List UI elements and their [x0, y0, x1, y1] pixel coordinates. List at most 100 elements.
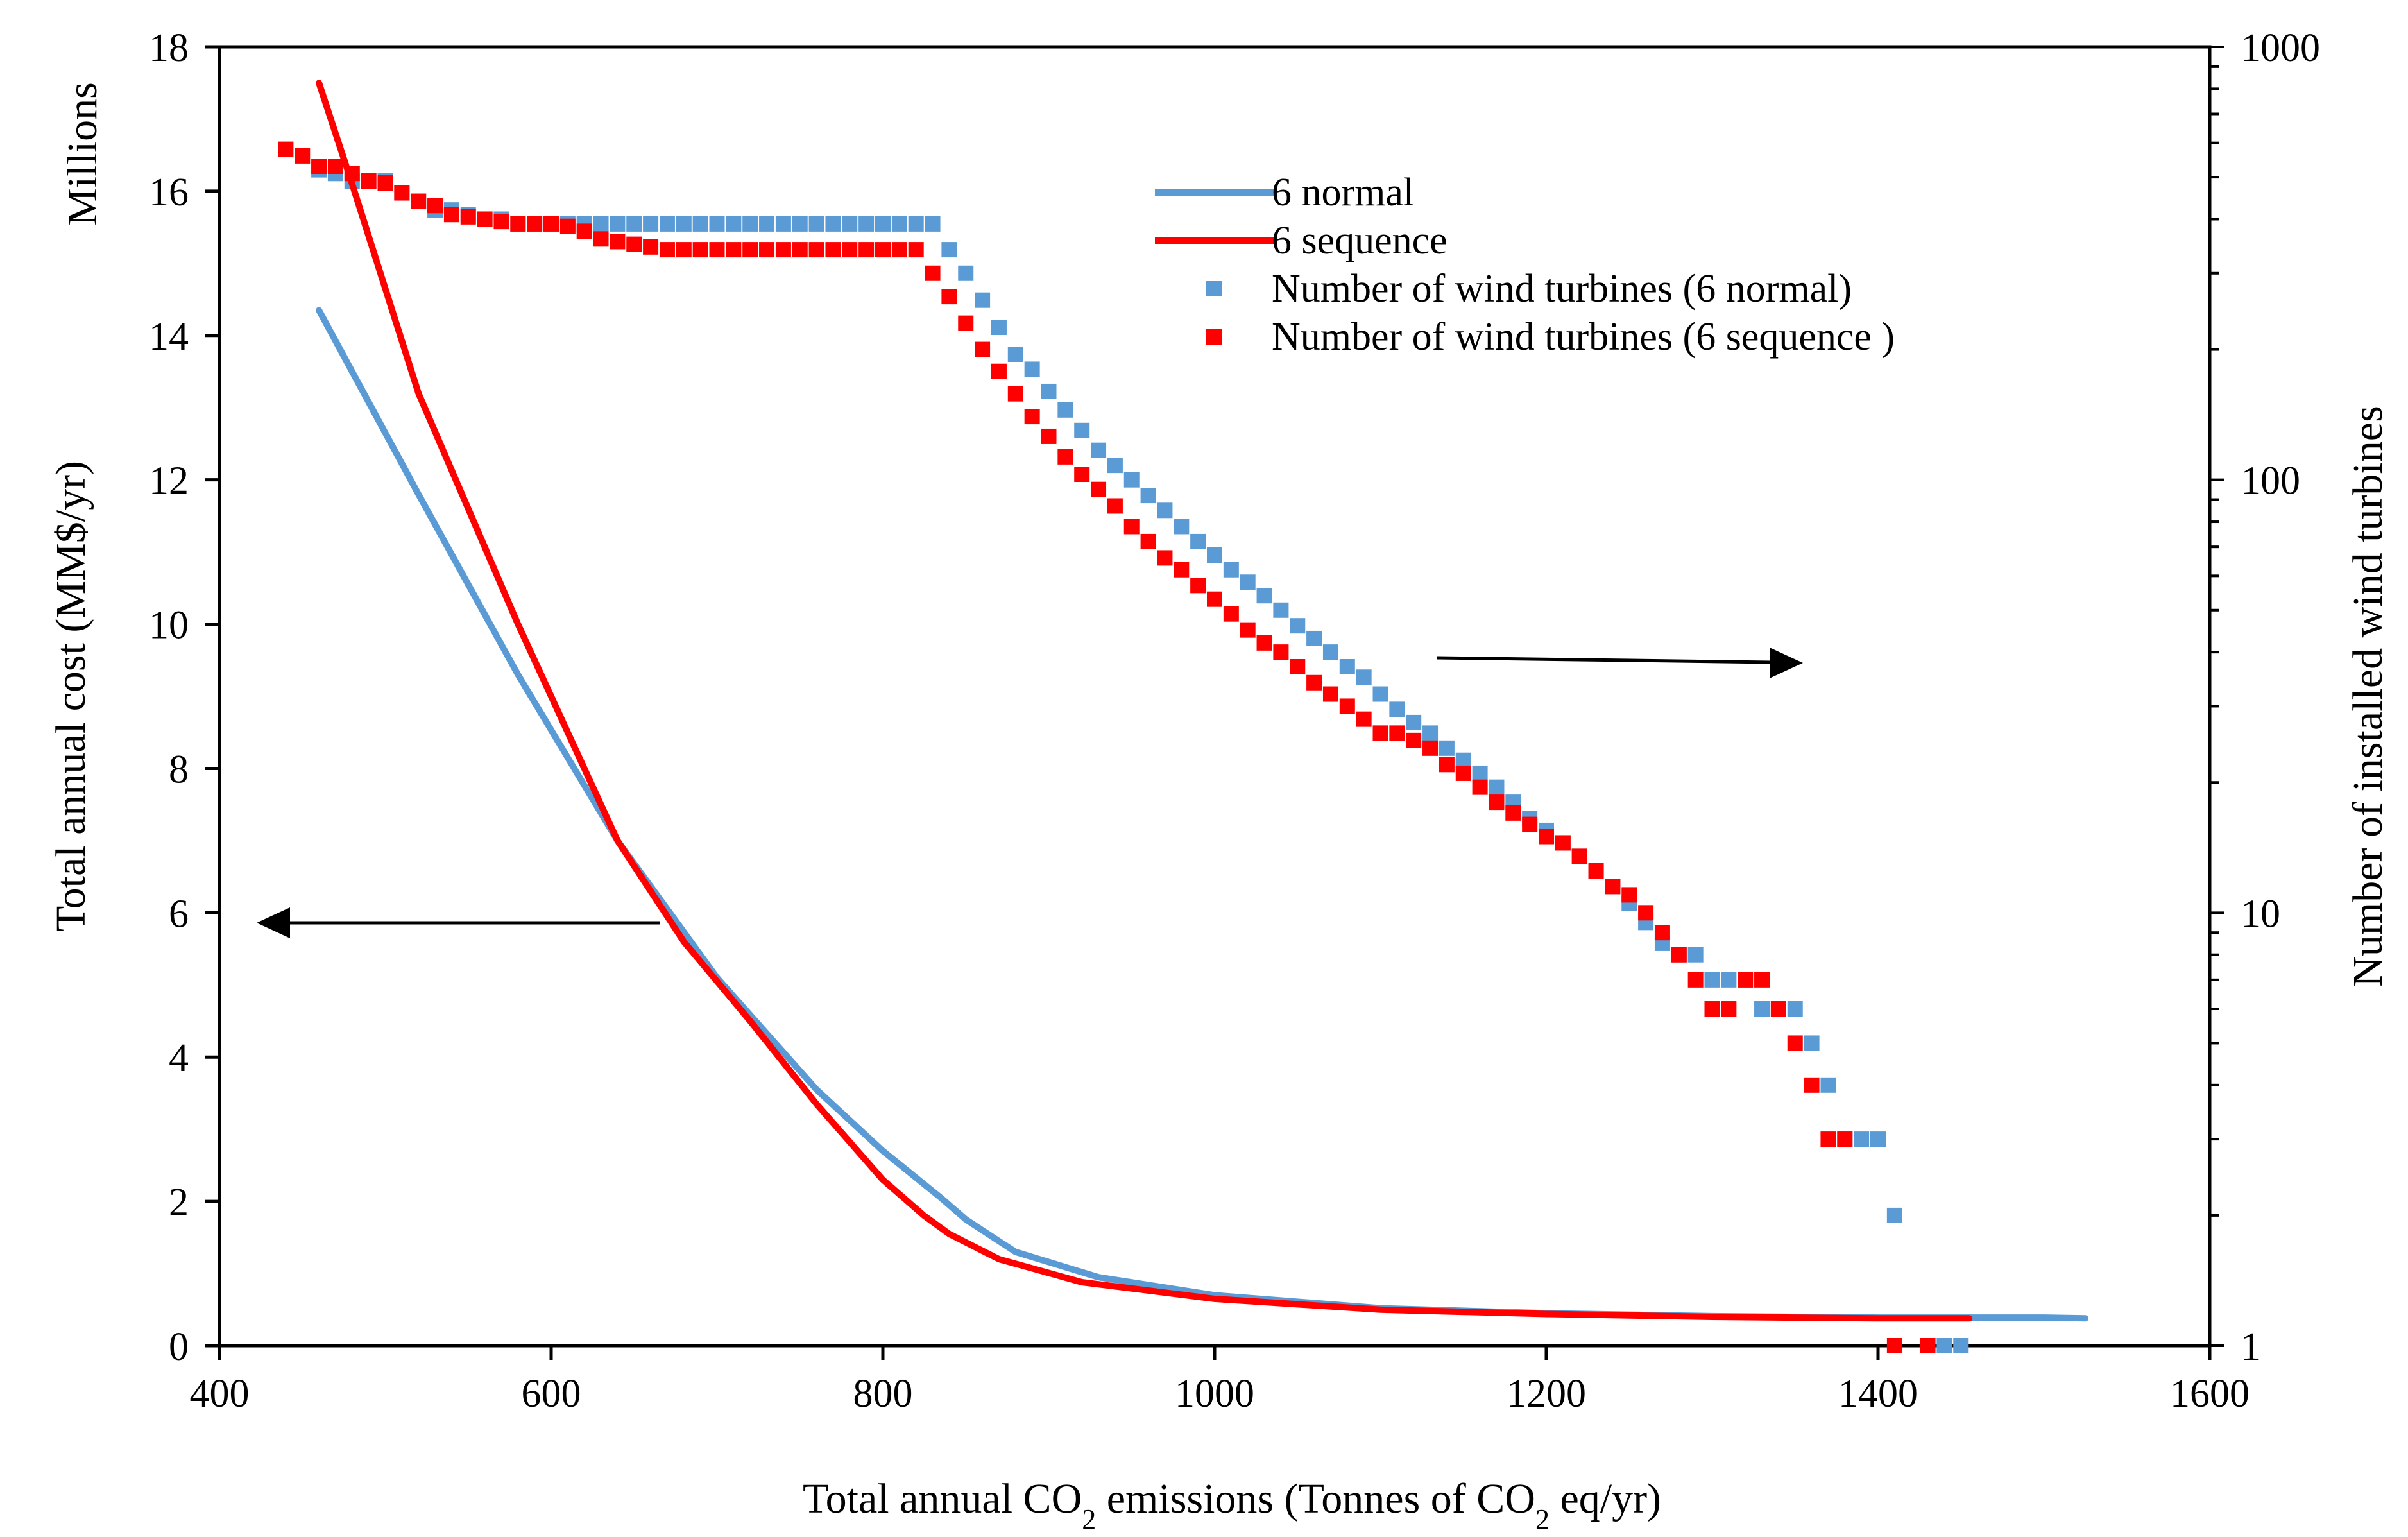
x-tick-label: 600	[522, 1372, 581, 1416]
scatter-point	[908, 216, 924, 232]
scatter-point	[643, 239, 659, 255]
scatter-point	[1256, 588, 1272, 604]
scatter-point	[1256, 635, 1272, 651]
scatter-point	[1174, 562, 1190, 578]
scatter-point	[825, 242, 841, 258]
scatter-point	[1322, 644, 1338, 660]
scatter-point	[991, 363, 1007, 379]
right-y-tick-label: 1000	[2241, 26, 2320, 70]
scatter-point	[759, 242, 775, 258]
scatter-point	[1820, 1131, 1836, 1147]
scatter-point	[1273, 602, 1289, 618]
scatter-point	[1123, 472, 1140, 488]
left-y-axis-title: Total annual cost (MM$/yr)	[47, 461, 94, 932]
left-y-tick-label: 18	[149, 26, 189, 70]
right-y-tick-label: 100	[2241, 459, 2300, 503]
scatter-point	[1123, 519, 1140, 535]
x-tick-label: 1400	[1838, 1372, 1918, 1416]
scatter-point	[1936, 1338, 1952, 1353]
scatter-point	[1024, 409, 1040, 425]
scatter-point	[709, 216, 725, 232]
scatter-point	[626, 236, 642, 252]
scatter-point	[1157, 502, 1173, 519]
scatter-point	[1920, 1338, 1936, 1353]
scatter-point	[991, 320, 1007, 336]
scatter-point	[1157, 550, 1173, 566]
scatter-point	[842, 242, 858, 258]
scatter-point	[1588, 863, 1604, 879]
scatter-point	[775, 242, 791, 258]
scatter-point	[510, 216, 526, 232]
x-axis: 400 600 800 1000 1200 1400 1600	[190, 1346, 2250, 1416]
scatter-point	[775, 216, 791, 232]
scatter-point	[726, 242, 742, 258]
scatter-point	[1787, 1035, 1803, 1051]
scatter-point	[792, 216, 808, 232]
scatter-point	[1953, 1338, 1969, 1353]
scatter-point	[411, 193, 427, 209]
scatter-point	[1472, 765, 1488, 781]
scatter-point	[1654, 925, 1670, 941]
left-y-tick-label: 6	[169, 892, 189, 936]
scatter-point	[1886, 1207, 1902, 1223]
scatter-point	[593, 231, 609, 247]
scatter-point	[1041, 428, 1057, 444]
scatter-point	[427, 198, 443, 214]
scatter-point	[1372, 725, 1388, 741]
scatter-point	[1273, 644, 1289, 660]
scatter-point	[1820, 1077, 1836, 1093]
scatter-point	[975, 341, 991, 357]
series-layer	[278, 80, 2089, 1353]
scatter-point	[1190, 578, 1206, 594]
scatter-point	[1555, 835, 1571, 851]
scatter-point	[1738, 972, 1754, 988]
scatter-point	[1240, 622, 1256, 638]
scatter-point	[610, 216, 626, 232]
scatter-point	[1422, 725, 1439, 741]
scatter-point	[842, 216, 858, 232]
scatter-point	[1472, 779, 1488, 795]
scatter-point	[559, 218, 576, 234]
scatter-point	[1074, 467, 1090, 483]
scatter-point	[1489, 779, 1505, 795]
scatter-point	[1539, 829, 1554, 845]
scatter-point	[1687, 947, 1704, 963]
legend-label: 6 sequence	[1272, 219, 1447, 262]
scatter-point	[1854, 1131, 1870, 1147]
legend-label: Number of wind turbines (6 normal)	[1272, 267, 1852, 311]
scatter-point	[1439, 740, 1455, 756]
scatter-point	[1721, 972, 1737, 988]
scatter-point	[808, 216, 824, 232]
scatter-point	[759, 216, 775, 232]
scatter-point	[726, 216, 742, 232]
scatter-point	[1754, 1001, 1770, 1017]
line-series-normal	[316, 307, 2089, 1322]
left-y-tick-label: 10	[149, 604, 189, 648]
left-y-tick-label: 8	[169, 748, 189, 791]
scatter-point	[1223, 562, 1239, 578]
scatter-point	[1107, 458, 1123, 474]
scatter-point	[1372, 686, 1388, 702]
scatter-point	[1339, 698, 1355, 714]
scatter-point	[975, 292, 991, 308]
scatter-point	[1571, 848, 1587, 864]
x-tick-label: 800	[853, 1372, 913, 1416]
scatter-point	[692, 242, 708, 258]
left-y-axis: 0 2 4 6 8 10 12 14 16 18	[149, 26, 219, 1369]
scatter-point	[1621, 887, 1637, 903]
scatter-point	[1356, 669, 1372, 685]
scatter-point	[958, 265, 974, 281]
scatter-point	[908, 242, 924, 258]
scatter-point	[1240, 574, 1256, 590]
scatter-point	[1290, 618, 1306, 634]
right-y-axis-title: Number of installed wind turbines	[2344, 406, 2391, 987]
scatter-point	[1389, 725, 1405, 741]
scatter-point	[1223, 606, 1239, 622]
scatter-point	[1770, 1001, 1786, 1017]
scatter-point	[1754, 972, 1770, 988]
right-y-axis: 1 10 100 1000	[2210, 26, 2320, 1369]
scatter-point	[1886, 1338, 1902, 1353]
scatter-point	[742, 242, 758, 258]
scatter-point	[659, 216, 675, 232]
